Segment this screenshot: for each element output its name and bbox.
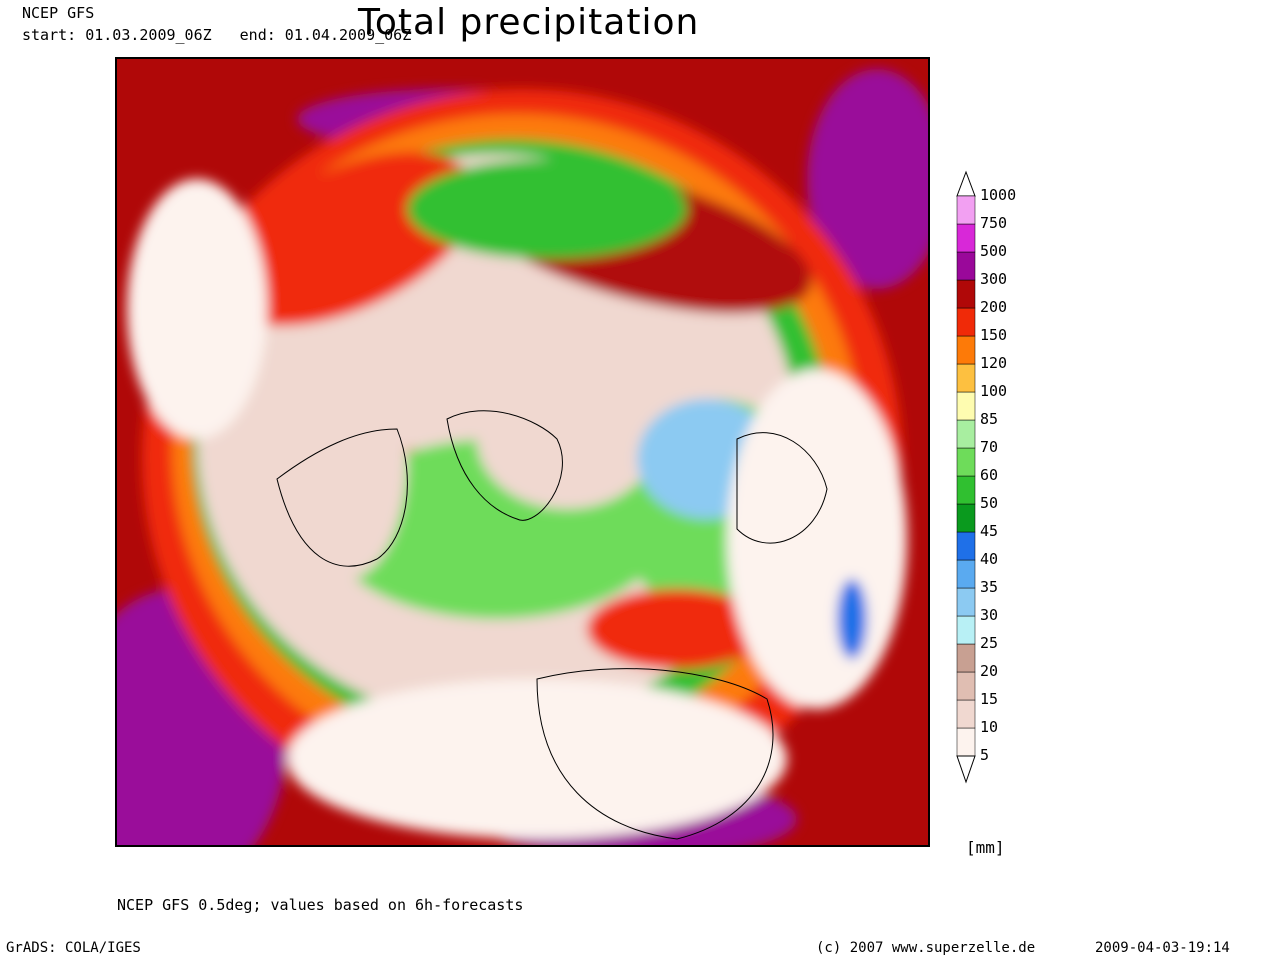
- legend-unit: [mm]: [966, 838, 1005, 857]
- legend-level-label: 30: [980, 606, 999, 624]
- legend-level-label: 15: [980, 690, 999, 708]
- legend-swatch: [956, 699, 976, 729]
- legend-swatch: [956, 279, 976, 309]
- legend-level-label: 50: [980, 494, 999, 512]
- legend-level-label: 25: [980, 634, 999, 652]
- model-name: NCEP GFS: [22, 4, 95, 22]
- legend-level-label: 100: [980, 382, 1008, 400]
- legend-arrow-top: [956, 170, 976, 197]
- legend-level-label: 500: [980, 242, 1008, 260]
- data-source-note: NCEP GFS 0.5deg; values based on 6h-fore…: [117, 896, 524, 914]
- copyright: (c) 2007 www.superzelle.de: [816, 940, 1036, 956]
- legend-swatch: [956, 643, 976, 673]
- legend-level-label: 1000: [980, 186, 1017, 204]
- legend-swatch: [956, 419, 976, 449]
- legend-swatch: [956, 223, 976, 253]
- polar-stereographic-map: [117, 59, 928, 845]
- legend-arrow-bottom: [956, 755, 976, 784]
- legend-swatch: [956, 587, 976, 617]
- legend-swatch: [956, 251, 976, 281]
- legend-swatch: [956, 363, 976, 393]
- legend-swatch: [956, 559, 976, 589]
- legend-level-label: 70: [980, 438, 999, 456]
- legend-swatch: [956, 447, 976, 477]
- precipitation-map: [115, 57, 930, 847]
- period-start: start: 01.03.2009_06Z: [22, 26, 212, 44]
- legend-level-label: 120: [980, 354, 1008, 372]
- legend-level-label: 40: [980, 550, 999, 568]
- legend-swatch: [956, 307, 976, 337]
- period-end: end: 01.04.2009_06Z: [239, 26, 412, 44]
- legend-level-label: 35: [980, 578, 999, 596]
- legend-bar: [956, 170, 976, 784]
- color-legend: 5 10 15 20 25 30 35 40 45 50 60 70 85 100 120 150 200 300…: [955, 170, 1035, 785]
- legend-level-label: 750: [980, 214, 1008, 232]
- legend-level-label: 300: [980, 270, 1008, 288]
- legend-level-label: 20: [980, 662, 999, 680]
- legend-swatch: [956, 503, 976, 533]
- precip-field: [117, 69, 928, 845]
- legend-swatch: [956, 195, 976, 225]
- legend-swatch: [956, 727, 976, 757]
- legend-level-label: 5: [980, 746, 990, 764]
- software-credit: GrADS: COLA/IGES: [6, 940, 141, 956]
- legend-swatch: [956, 475, 976, 505]
- legend-swatch: [956, 671, 976, 701]
- legend-level-label: 85: [980, 410, 999, 428]
- legend-level-label: 200: [980, 298, 1008, 316]
- coastlines: [276, 410, 828, 840]
- render-timestamp: 2009-04-03-19:14: [1095, 940, 1230, 956]
- legend-swatch: [956, 615, 976, 645]
- legend-swatch: [956, 391, 976, 421]
- legend-level-label: 45: [980, 522, 999, 540]
- map-title: Total precipitation: [358, 2, 700, 43]
- legend-swatch: [956, 531, 976, 561]
- legend-level-label: 10: [980, 718, 999, 736]
- legend-level-label: 60: [980, 466, 999, 484]
- forecast-period: start: 01.03.2009_06Z end: 01.04.2009_06Z: [22, 26, 439, 44]
- legend-swatch: [956, 335, 976, 365]
- legend-level-label: 150: [980, 326, 1008, 344]
